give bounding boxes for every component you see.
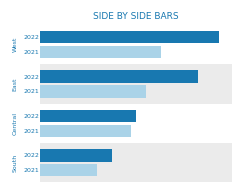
- Bar: [40, 149, 112, 161]
- Bar: [40, 143, 232, 182]
- Bar: [40, 31, 219, 44]
- Bar: [40, 85, 146, 98]
- Text: South: South: [13, 154, 18, 172]
- Bar: [40, 46, 161, 58]
- Title: SIDE BY SIDE BARS: SIDE BY SIDE BARS: [93, 12, 179, 21]
- Bar: [40, 64, 232, 104]
- Bar: [40, 104, 232, 143]
- Bar: [40, 25, 232, 64]
- Bar: [40, 110, 136, 122]
- Text: East: East: [13, 77, 18, 91]
- Text: West: West: [13, 37, 18, 52]
- Text: Central: Central: [13, 112, 18, 135]
- Bar: [40, 70, 198, 83]
- Bar: [40, 164, 97, 176]
- Bar: [40, 125, 131, 137]
